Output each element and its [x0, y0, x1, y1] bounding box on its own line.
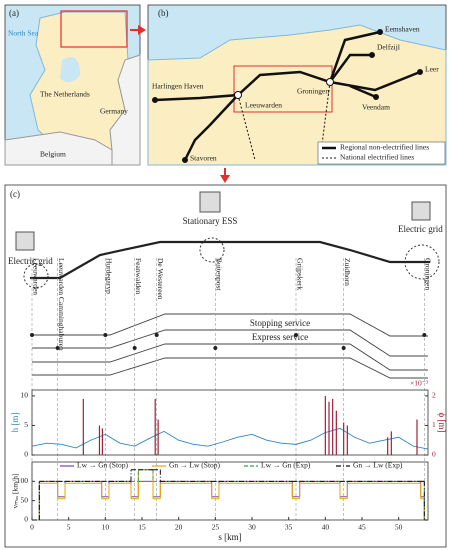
- station-dot: [30, 333, 34, 337]
- y2-tick-label: 0: [432, 450, 436, 459]
- service-label: Express service: [252, 332, 308, 342]
- station-dot: [103, 333, 108, 337]
- highlight-box: [60, 10, 128, 48]
- map-label: Belgium: [40, 150, 66, 159]
- x-tick-label: 35: [285, 523, 293, 532]
- station-dot: [213, 346, 218, 350]
- y-axis-label: vₘₐₓ [km/h]: [11, 474, 20, 509]
- x-tick-label: 10: [102, 523, 110, 532]
- station-label: Buitenpost: [215, 258, 224, 291]
- grid-label: Electric grid: [398, 224, 443, 234]
- x-tick-label: 50: [395, 523, 403, 532]
- station-label: Stavoren: [190, 154, 217, 163]
- panel-b: (b) Eemshaven Delfzijl Leer Harlingen Ha…: [147, 4, 447, 166]
- x-tick-label: 25: [212, 523, 220, 532]
- station-label: Leeuwarden Camminghaburen: [57, 258, 66, 351]
- station-dot: [294, 333, 298, 337]
- station-label: Leeuwarden: [31, 258, 40, 295]
- y2-tick-label: 2: [432, 391, 436, 400]
- map-label: Germany: [100, 107, 128, 116]
- service-lines: [32, 313, 428, 379]
- y2-axis-label: ϕ [m]: [437, 413, 447, 433]
- panel-label: (c): [10, 189, 20, 199]
- y2-scale: ×10⁻³: [410, 379, 429, 388]
- panel-a: (a) North Sea The Netherlands Germany Be…: [4, 4, 141, 166]
- station-label: Groningen: [297, 87, 329, 96]
- y-tick-label: 0: [24, 515, 28, 524]
- germany-shape: [109, 54, 141, 166]
- service-label: Stopping service: [250, 318, 310, 328]
- grid-icon: [15, 231, 35, 251]
- station-label: Veendam: [362, 103, 390, 112]
- panel-label: (a): [9, 8, 19, 18]
- station-label: Delfzijl: [377, 43, 400, 52]
- station-label: Leeuwarden: [245, 101, 282, 110]
- station-dot: [422, 333, 427, 337]
- y-tick-label: 0: [24, 450, 28, 459]
- y2-tick-label: 1: [432, 420, 436, 429]
- arrow-head: [138, 25, 146, 35]
- panel-label: (b): [158, 8, 169, 18]
- station-label: Leer: [425, 65, 439, 74]
- ess-icon: [199, 191, 221, 213]
- ess-circle: [199, 237, 225, 263]
- x-tick-label: 20: [175, 523, 183, 532]
- station-nodes: [152, 29, 423, 163]
- y-axis-label: h [m]: [10, 413, 20, 433]
- x-tick-label: 0: [30, 523, 34, 532]
- map-label: The Netherlands: [40, 90, 90, 99]
- lake: [60, 57, 80, 83]
- x-tick-label: 40: [322, 523, 330, 532]
- grid-label: Electric grid: [8, 256, 53, 266]
- plot-frame: [31, 389, 429, 456]
- station-label: Feanwalden: [134, 258, 143, 294]
- x-tick-label: 5: [67, 523, 71, 532]
- station-label: Eemshaven: [385, 25, 420, 34]
- highlight-box: [233, 65, 333, 113]
- station-dot: [154, 333, 159, 337]
- legend-label: Lw → Gn (Exp): [261, 461, 311, 470]
- x-tick-label: 15: [138, 523, 146, 532]
- rail-lines: [154, 30, 421, 161]
- y-tick-label: 10: [21, 391, 29, 400]
- station-dot: [55, 346, 60, 350]
- grid-circle: [23, 263, 49, 289]
- station-label: Harlingen Haven: [152, 82, 204, 91]
- arrow-head: [220, 175, 230, 183]
- legend-label: Lw → Gn (Stop): [77, 461, 129, 470]
- y-tick-label: 50: [21, 495, 29, 504]
- station-dot: [132, 346, 137, 350]
- legend-box: [317, 141, 446, 165]
- x-tick-label: 30: [248, 523, 256, 532]
- station-label: Groningen: [424, 258, 433, 290]
- x-tick-label: 45: [358, 523, 366, 532]
- y-tick-label: 100: [17, 476, 29, 485]
- station-dot: [341, 346, 346, 350]
- map-label: North Sea: [8, 29, 39, 38]
- h-line: [31, 427, 429, 450]
- station-label: Zuidhorn: [343, 258, 352, 286]
- y-tick-label: 5: [24, 420, 28, 429]
- ess-label: Stationary ESS: [183, 216, 238, 226]
- plot-frame: [31, 461, 429, 521]
- x-axis-label: s [km]: [218, 532, 241, 542]
- station-label: Hurdegaryp: [105, 258, 114, 294]
- land: [147, 24, 447, 166]
- station-label: De Westereen: [156, 258, 165, 300]
- grid-icon: [411, 201, 431, 221]
- station-label: Grijpskerk: [295, 258, 304, 290]
- panel-c: [4, 184, 447, 548]
- legend-label: National electrified lines: [340, 153, 414, 162]
- legend-label: Gn → Lw (Stop): [169, 461, 221, 470]
- legend-label: Regional non-electrified lines: [340, 143, 429, 152]
- legend-label: Gn → Lw (Exp): [353, 461, 403, 470]
- track: [30, 240, 430, 280]
